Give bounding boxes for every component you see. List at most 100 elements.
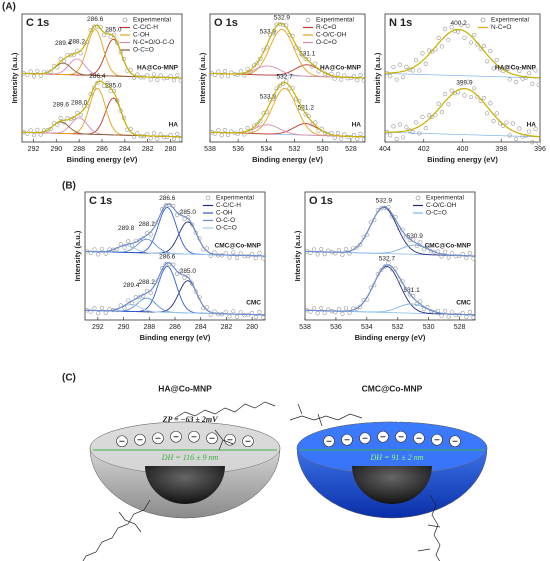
experimental-point [510, 121, 516, 126]
fit-envelope [304, 264, 475, 316]
peak-label: 285.0 [105, 26, 122, 33]
x-axis-label: Binding energy (eV) [140, 333, 211, 342]
x-tick-label: 284 [119, 146, 131, 153]
background [384, 131, 540, 138]
experimental-point [219, 74, 224, 79]
x-axis-label: Binding energy (eV) [427, 155, 498, 164]
fit-envelope [84, 262, 266, 316]
fit-envelope [384, 28, 540, 79]
x-tick-label: 532 [392, 324, 404, 331]
experimental-point [340, 252, 345, 257]
experimental-point [332, 76, 337, 81]
hydrodynamic-diameter: DH = 91 ± 2 nm [369, 453, 423, 462]
y-axis-label: Intensity (a.u.) [198, 52, 207, 103]
x-tick-label: 528 [454, 324, 466, 331]
experimental-point [155, 136, 160, 141]
panel-label: (B) [62, 181, 76, 192]
experimental-point [35, 127, 40, 132]
experimental-point [234, 255, 240, 260]
experimental-point [430, 114, 435, 119]
x-tick-label: 528 [345, 146, 357, 153]
experimental-point [91, 85, 97, 91]
legend-label: O-C=O [216, 225, 237, 232]
experimental-point [523, 133, 528, 139]
experimental-point [494, 57, 499, 63]
experimental-point [175, 131, 180, 137]
experimental-point [439, 313, 444, 318]
x-tick-label: 538 [204, 146, 216, 153]
experimental-point [204, 305, 210, 310]
experimental-point [523, 75, 528, 80]
experimental-point [122, 245, 127, 250]
experimental-point [300, 106, 305, 112]
polymer-chain [289, 403, 363, 427]
experimental-point [404, 234, 409, 239]
experimental-point [322, 310, 327, 316]
experimental-point [468, 40, 474, 45]
experimental-point [257, 251, 262, 256]
trace-label: HA [527, 122, 537, 129]
experimental-point [171, 78, 177, 83]
x-axis-label: Binding energy (eV) [67, 155, 138, 164]
experimental-point [245, 125, 250, 131]
peak-label: 531.1 [299, 51, 316, 58]
experimental-point [449, 25, 454, 30]
experimental-point [472, 32, 477, 37]
particle-core [352, 466, 432, 504]
peak-label: 285.0 [180, 209, 197, 216]
experimental-point [491, 66, 496, 71]
particle-core [145, 466, 225, 504]
experimental-point [410, 68, 415, 73]
experimental-point [467, 309, 473, 315]
experimental-point [439, 254, 444, 259]
experimental-point [222, 127, 228, 133]
experimental-point [336, 248, 341, 253]
experimental-point [242, 73, 247, 78]
peak-label: 286.4 [89, 73, 106, 80]
experimental-point [379, 267, 384, 273]
experimental-point [219, 133, 224, 138]
peak-label: 288.2 [69, 39, 86, 46]
experimental-point [533, 68, 538, 73]
experimental-point [443, 91, 448, 97]
experimental-point [99, 305, 105, 311]
experimental-point [227, 314, 232, 319]
x-tick-label: 290 [118, 324, 130, 331]
experimental-point [526, 71, 532, 76]
experimental-point [303, 112, 308, 117]
experimental-point [255, 122, 260, 127]
legend-label: Experimental [426, 195, 464, 202]
experimental-point [488, 48, 493, 54]
panel-label: (C) [62, 373, 76, 384]
trace-label: HA@Co-MNP [320, 65, 362, 72]
experimental-point [335, 71, 341, 77]
x-tick-label: 536 [232, 146, 244, 153]
experimental-point [216, 69, 221, 74]
x-tick-label: 398 [495, 146, 507, 153]
experimental-point [148, 136, 153, 141]
experimental-point [404, 287, 409, 292]
experimental-point [397, 62, 403, 67]
x-tick-label: 280 [165, 146, 177, 153]
trace-label: CMC@Co-MNP [215, 243, 262, 250]
legend-label: Experimental [491, 17, 529, 24]
experimental-point [235, 131, 240, 136]
experimental-point [465, 23, 470, 28]
experimental-point [308, 250, 313, 255]
experimental-point [226, 74, 231, 79]
peak-label: 288.0 [71, 99, 88, 106]
x-tick-label: 284 [195, 324, 207, 331]
polymer-chain [82, 499, 151, 561]
experimental-point [347, 251, 352, 256]
experimental-point [485, 111, 490, 116]
experimental-point [430, 49, 435, 54]
experimental-point [507, 77, 512, 82]
experimental-point [391, 124, 396, 129]
experimental-point [261, 256, 266, 261]
legend-label: O-C=O [133, 47, 154, 54]
peak-label: 286.6 [159, 195, 176, 202]
plot-title: C 1s [89, 195, 112, 207]
experimental-point [25, 72, 30, 77]
experimental-point [311, 247, 317, 252]
